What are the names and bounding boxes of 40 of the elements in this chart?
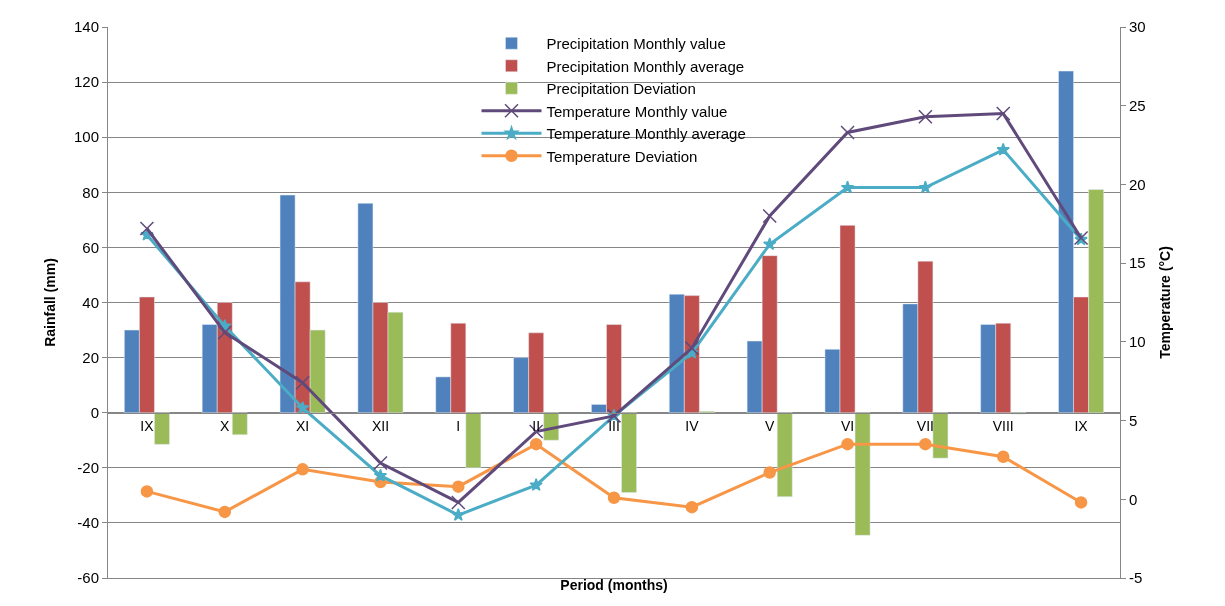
y-tick-label: 100 bbox=[73, 128, 99, 146]
legend-label: Precipitation Deviation bbox=[546, 80, 696, 98]
x-tick-label: III bbox=[608, 417, 620, 434]
legend-label: Precipitation Monthly value bbox=[546, 35, 726, 53]
y-axis-title: Rainfall (mm) bbox=[41, 258, 58, 347]
x-tick-label: VII bbox=[916, 417, 934, 434]
y-tick-label: 80 bbox=[82, 183, 99, 201]
y2-tick-label: 10 bbox=[1129, 333, 1146, 351]
y2-tick-label: -5 bbox=[1129, 569, 1143, 587]
x-tick-label: VI bbox=[840, 417, 855, 434]
legend-label: Temperature Deviation bbox=[546, 147, 698, 165]
x-tick-label: X bbox=[220, 417, 231, 434]
x-tick-label: IV bbox=[685, 417, 700, 434]
legend-label: Temperature Monthly value bbox=[546, 102, 728, 120]
y2-tick-label: 0 bbox=[1129, 490, 1138, 508]
x-tick-label: XII bbox=[371, 417, 390, 434]
y-tick-label: -40 bbox=[77, 514, 99, 532]
y2-tick-label: 30 bbox=[1129, 18, 1146, 36]
x-tick-label: IX bbox=[140, 417, 155, 434]
legend-label: Precipitation Monthly average bbox=[546, 57, 745, 75]
y2-tick-label: 15 bbox=[1129, 254, 1146, 272]
legend-label: Temperature Monthly average bbox=[546, 125, 746, 143]
x-tick-label: IX bbox=[1074, 417, 1089, 434]
y2-tick-label: 20 bbox=[1129, 175, 1146, 193]
y2-tick-label: 25 bbox=[1129, 96, 1146, 114]
y-tick-label: 120 bbox=[73, 73, 99, 91]
y-tick-label: 40 bbox=[82, 293, 99, 311]
x-tick-label: XI bbox=[296, 417, 310, 434]
y2-axis-title: Temperature (°C) bbox=[1156, 246, 1173, 359]
y-tick-label: 0 bbox=[90, 403, 99, 421]
y2-tick-label: 5 bbox=[1129, 411, 1138, 429]
y-tick-label: 140 bbox=[73, 18, 99, 36]
y-tick-label: 60 bbox=[82, 238, 99, 256]
y-tick-label: 20 bbox=[82, 348, 99, 366]
x-tick-label: V bbox=[765, 417, 776, 434]
x-tick-label: VIII bbox=[992, 417, 1014, 434]
x-axis-title: Period (months) bbox=[560, 577, 668, 594]
y-tick-label: -60 bbox=[77, 569, 99, 587]
y-tick-label: -20 bbox=[77, 459, 99, 477]
x-tick-label: I bbox=[456, 417, 461, 434]
